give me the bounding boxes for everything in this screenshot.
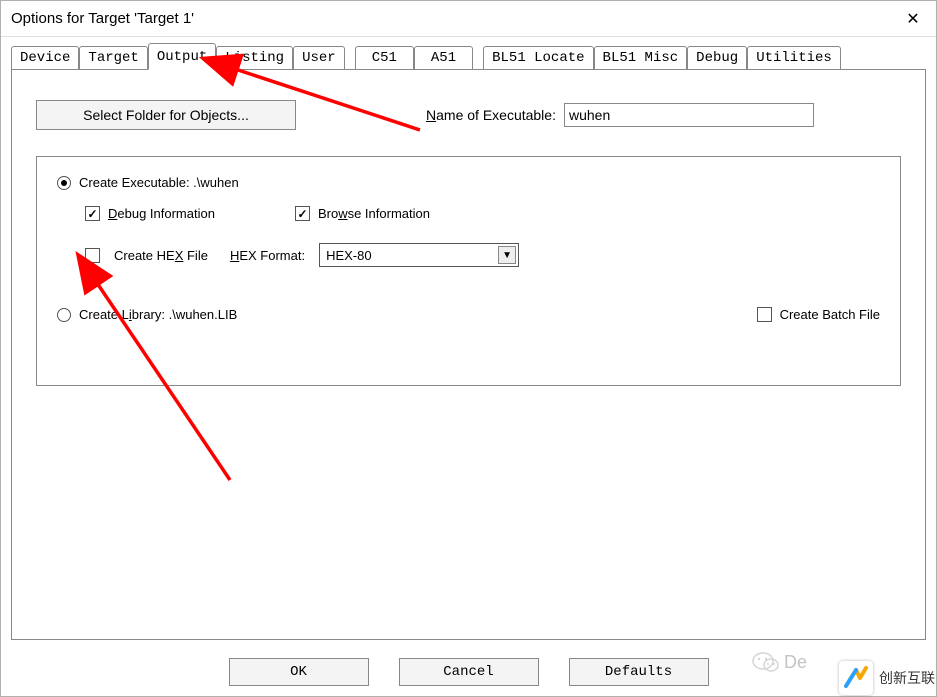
browse-info-label: Browse Information (318, 206, 430, 221)
create-batch-label: Create Batch File (780, 307, 880, 322)
watermark-de: De (752, 649, 807, 675)
name-exec-input[interactable] (564, 103, 814, 127)
brand-logo-icon (839, 661, 873, 695)
tab-bl51-locate[interactable]: BL51 Locate (483, 46, 593, 69)
name-exec-group: Name of Executable: (426, 103, 814, 127)
defaults-button[interactable]: Defaults (569, 658, 709, 686)
hex-format-select[interactable]: HEX-80 ▼ (319, 243, 519, 267)
tab-utilities[interactable]: Utilities (747, 46, 841, 69)
create-exec-radio[interactable] (57, 176, 71, 190)
wechat-icon (752, 649, 780, 675)
output-panel: Select Folder for Objects... Name of Exe… (11, 69, 926, 640)
create-hex-label: Create HEX File (114, 248, 208, 263)
hex-format-value: HEX-80 (326, 248, 372, 263)
tab-a51[interactable]: A51 (414, 46, 473, 69)
browse-info-checkbox[interactable] (295, 206, 310, 221)
create-exec-label: Create Executable: .\wuhen (79, 175, 239, 190)
library-row: Create Library: .\wuhen.LIB Create Batch… (57, 307, 880, 322)
debug-info-label: Debug Information (108, 206, 215, 221)
chevron-down-icon: ▼ (498, 246, 516, 264)
browse-info-row: Browse Information (295, 206, 430, 221)
tab-listing[interactable]: Listing (216, 46, 293, 69)
tab-device[interactable]: Device (11, 46, 79, 69)
titlebar: Options for Target 'Target 1' ✕ (1, 1, 936, 37)
ok-button[interactable]: OK (229, 658, 369, 686)
tab-bl51-misc[interactable]: BL51 Misc (594, 46, 688, 69)
watermark-de-label: De (784, 652, 807, 673)
options-line-1: Debug Information Browse Information (57, 206, 880, 221)
create-lib-radio[interactable] (57, 308, 71, 322)
folder-name-row: Select Folder for Objects... Name of Exe… (36, 100, 901, 130)
tab-output[interactable]: Output (148, 43, 216, 70)
debug-info-row: Debug Information (85, 206, 215, 221)
debug-info-checkbox[interactable] (85, 206, 100, 221)
tabs-container: Device Target Output Listing User C51 A5… (1, 37, 936, 69)
options-line-2: Create HEX File HEX Format: HEX-80 ▼ (85, 243, 880, 267)
create-lib-row: Create Library: .\wuhen.LIB (57, 307, 237, 322)
tab-row: Device Target Output Listing User C51 A5… (11, 45, 926, 69)
tab-target[interactable]: Target (79, 46, 147, 69)
tab-c51[interactable]: C51 (355, 46, 414, 69)
cancel-button[interactable]: Cancel (399, 658, 539, 686)
create-hex-checkbox[interactable] (85, 248, 100, 263)
select-folder-button[interactable]: Select Folder for Objects... (36, 100, 296, 130)
watermark-brand: 创新互联 (839, 661, 935, 695)
output-groupbox: Create Executable: .\wuhen Debug Informa… (36, 156, 901, 386)
watermark-brand-text: 创新互联 (879, 668, 935, 688)
close-icon: ✕ (906, 9, 919, 29)
create-exec-row: Create Executable: .\wuhen (57, 175, 880, 190)
dialog-window: Options for Target 'Target 1' ✕ Device T… (0, 0, 937, 697)
select-folder-label: Select Folder for Objects... (83, 107, 249, 123)
create-batch-checkbox[interactable] (757, 307, 772, 322)
create-lib-label: Create Library: .\wuhen.LIB (79, 307, 237, 322)
create-batch-row: Create Batch File (757, 307, 880, 322)
hex-format-label: HEX Format: (230, 248, 305, 263)
name-exec-label: Name of Executable: (426, 107, 556, 123)
tab-user[interactable]: User (293, 46, 345, 69)
window-title: Options for Target 'Target 1' (11, 10, 194, 27)
close-button[interactable]: ✕ (890, 1, 936, 37)
tab-debug[interactable]: Debug (687, 46, 747, 69)
